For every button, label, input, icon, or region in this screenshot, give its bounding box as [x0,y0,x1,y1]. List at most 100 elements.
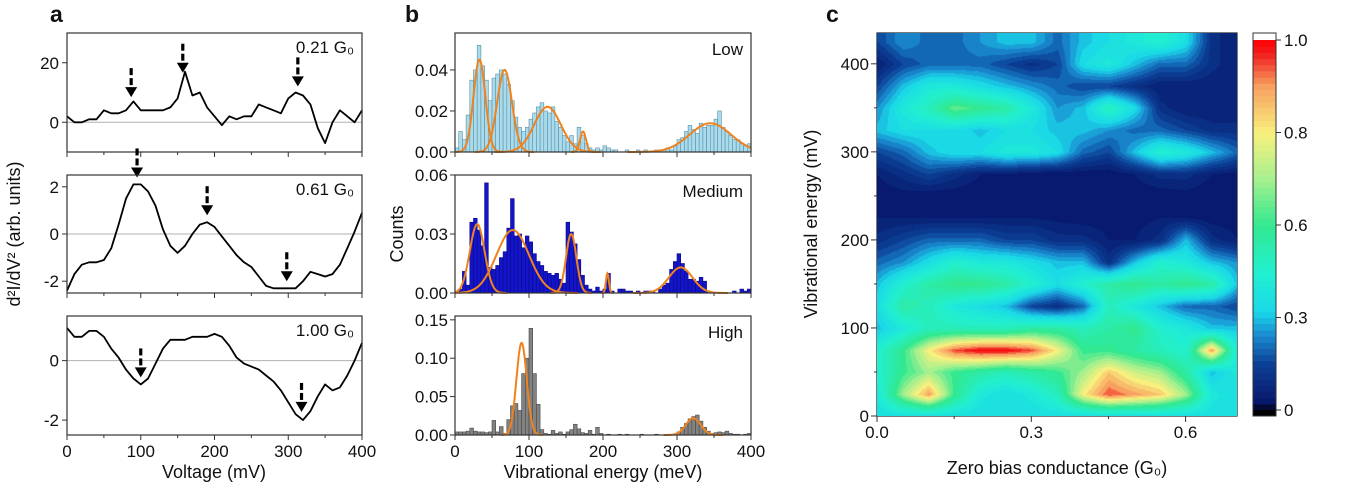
colorbar-segment [1253,348,1276,356]
colorbar-segment [1253,64,1276,72]
colorbar-segment [1253,212,1276,220]
x-tick-label: 100 [515,442,543,461]
panel-a-subplot [62,315,363,440]
histogram-bar [469,427,474,436]
arrow-head [131,167,144,178]
colorbar-segment [1253,132,1276,140]
y-tick-label: 0.00 [415,143,448,162]
histogram-bar [521,247,526,294]
arrow-dash [181,43,185,51]
y-tick-label: -2 [44,272,59,291]
colorbar-segment [1253,194,1276,201]
colorbar-tick-label: 0.6 [1284,216,1308,235]
histogram-bar [676,253,682,294]
y-tick-label: 0.04 [415,61,448,80]
colorbar-segment [1253,40,1276,47]
colorbar-segment [1253,299,1276,306]
x-tick-label: 0.0 [865,423,889,442]
colorbar-segment [1253,292,1276,300]
arrow-dash [285,262,289,270]
colorbar-segment [1253,200,1276,208]
histogram-bar [595,286,600,294]
histogram-bar [732,139,737,153]
x-tick-label: 0.3 [1019,423,1043,442]
panel-b-subplot [450,32,752,157]
colorbar-segment [1253,354,1276,362]
histogram-bar [528,241,534,294]
histogram-bar [513,235,519,294]
colorbar-segment [1253,373,1276,380]
y-tick-label: 0 [50,113,59,132]
histogram-bar [695,414,700,436]
y-tick-label: 0 [860,407,869,426]
y-tick-label: 200 [841,231,869,250]
arrow-down-icon [295,382,308,412]
colorbar-segment [1253,52,1276,60]
histogram-bar [517,410,522,436]
x-tick-label: 300 [663,442,691,461]
arrow-dash [139,348,143,356]
colorbar-tick-label: 0.3 [1284,309,1308,328]
arrow-head [295,401,308,412]
y-tick-label: 0.00 [415,426,448,445]
arrow-dash [205,186,209,194]
colorbar-segment [1253,175,1276,183]
colorbar-segment [1253,114,1276,121]
histogram-bar [506,227,511,294]
heatmap [877,33,1237,416]
arrow-head [134,367,147,378]
colorbar-segment [1253,403,1276,411]
colorbar-segment [1253,58,1276,66]
colorbar-segment [1253,46,1276,53]
arrow-dash [181,53,185,61]
gaussian-fit-curve [500,341,543,436]
colorbar-segment [1253,366,1276,374]
colorbar-segment [1253,391,1276,399]
panel-a-subplot [62,148,363,298]
histogram-bar [587,430,593,436]
colorbar-segment [1253,101,1276,109]
colorbar-segment [1253,70,1276,78]
panel-label-a: a [50,1,63,27]
colorbar-tick-label: 1.0 [1284,31,1308,50]
arrow-dash [205,196,209,204]
histogram-bar [517,233,522,294]
histogram-bar [536,403,541,436]
histogram-bar [684,131,689,153]
colorbar-segment [1253,280,1276,288]
spectrum-line [66,327,363,421]
histogram-bar [665,282,670,294]
colorbar-segment [1253,262,1276,269]
histogram-bar [550,430,556,436]
conductance-label: 1.00 G₀ [296,321,354,340]
colorbar-segment [1253,385,1276,393]
histogram-bar [684,271,689,294]
group-label: Medium [683,182,743,201]
group-label: High [708,323,743,342]
colorbar-segment [1253,255,1276,263]
arrow-dash [135,158,139,166]
y-tick-label: 0.00 [415,284,448,303]
y-tick-label: -2 [44,411,59,430]
colorbar-segment [1253,120,1276,127]
histogram-bar [687,125,693,153]
histogram-bar [687,278,693,294]
histogram-bar [495,265,500,294]
histogram-bar [458,131,463,153]
colorbar-segment [1253,231,1276,238]
histogram-bar [602,145,608,153]
y-tick-label: 20 [40,54,59,73]
arrow-dash [296,57,300,65]
histogram-bar [706,125,711,153]
y-tick-label: 300 [841,143,869,162]
arrow-head [291,76,304,87]
arrow-head [201,205,214,216]
histogram-bar [502,251,508,294]
x-tick-label: 400 [737,442,765,461]
x-tick-label: 300 [274,442,302,461]
y-tick-label: 0 [50,352,59,371]
arrow-dash [129,78,133,86]
colorbar-segment [1253,77,1276,84]
